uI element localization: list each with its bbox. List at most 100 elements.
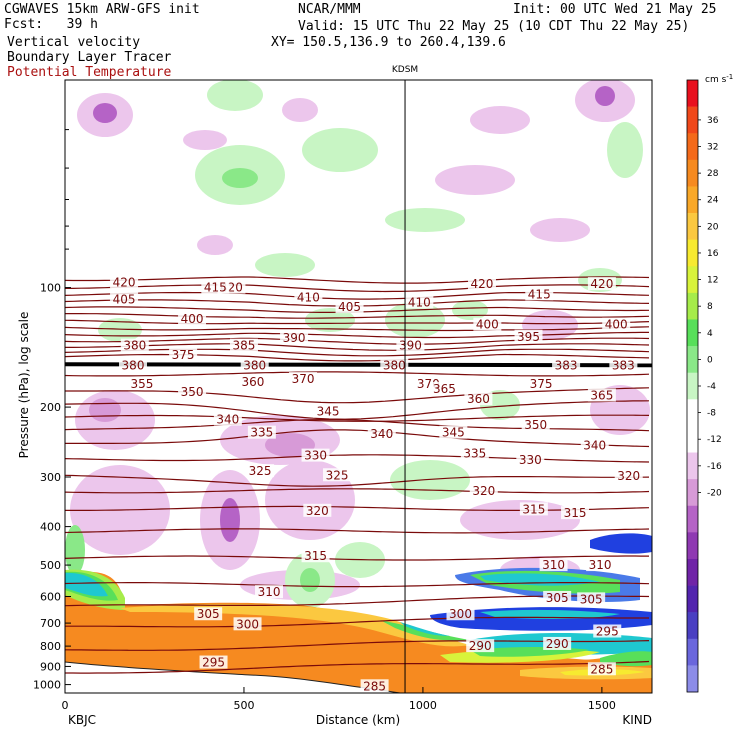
theta-label-bg <box>367 427 396 441</box>
theta-label: 383 <box>555 358 578 372</box>
theta-label-bg <box>240 358 269 372</box>
field-vertical-velocity: Vertical velocity <box>7 35 141 50</box>
colorbar-swatch <box>687 213 698 240</box>
station-mid-label: KDSM <box>392 65 418 75</box>
model-title: CGWAVES 15km ARW-GFS init <box>4 2 200 17</box>
theta-contour-line <box>65 353 650 362</box>
theta-label-bg <box>169 348 198 362</box>
theta-contour-line <box>65 582 650 588</box>
theta-label: 410 <box>297 291 320 305</box>
x-tick-label: 1000 <box>409 699 437 712</box>
theta-label: 305 <box>580 592 603 606</box>
theta-label-bg <box>539 558 568 572</box>
theta-label: 310 <box>589 558 612 572</box>
theta-contour-line <box>65 616 649 628</box>
x-tick-label: 0 <box>62 699 69 712</box>
colorbar-swatch <box>687 266 698 294</box>
shaded-fields <box>65 80 652 693</box>
theta-contours <box>65 276 652 674</box>
theta-label-bg <box>467 277 496 291</box>
colorbar-swatch <box>687 532 698 560</box>
y-tick-label: 800 <box>40 640 61 653</box>
theta-label: 330 <box>304 449 327 463</box>
theta-contour-line <box>65 400 650 420</box>
theta-label: 315 <box>522 502 545 516</box>
x-axis-title: Distance (km) <box>316 713 400 727</box>
theta-label-bg <box>464 392 493 406</box>
theta-contour-line <box>65 419 650 432</box>
x-axis: 0 500 1000 1500 <box>62 687 616 712</box>
theta-label-bg <box>587 277 616 291</box>
colorbar-swatch <box>687 133 698 161</box>
theta-label-bg <box>289 372 318 386</box>
colorbar-swatch <box>687 585 698 613</box>
theta-label: 400 <box>605 318 628 332</box>
theta-label: 285 <box>363 679 386 693</box>
theta-label-bg <box>301 448 330 462</box>
theta-label: 285 <box>590 662 613 676</box>
colorbar-swatch <box>687 638 698 666</box>
theta-label-bg <box>246 464 275 478</box>
theta-label-bg <box>247 425 276 439</box>
theta-contour-line <box>65 348 650 357</box>
theta-label: 380 <box>383 358 406 372</box>
theta-contour-line <box>65 660 650 674</box>
colorbar-swatch <box>687 479 698 507</box>
cross-section-coords: XY= 150.5,136.9 to 260.4,139.6 <box>271 35 506 50</box>
colorbar-swatch <box>687 186 698 214</box>
theta-contour-line <box>65 337 650 345</box>
theta-label: 340 <box>216 413 239 427</box>
theta-label-bg <box>110 292 139 306</box>
theta-label-bg <box>213 412 242 426</box>
theta-label-bg <box>396 338 425 352</box>
theta-label: 370 <box>292 372 315 386</box>
theta-label: 380 <box>122 358 145 372</box>
theta-label-bg <box>194 607 223 621</box>
colorbar-label: 4 <box>707 329 713 339</box>
theta-label: 325 <box>326 468 349 482</box>
theta-label: 360 <box>467 392 490 406</box>
theta-label: 385 <box>233 339 256 353</box>
valid-time: Valid: 15 UTC Thu 22 May 25 (10 CDT Thu … <box>298 19 690 34</box>
colorbar: 36 32 28 24 20 16 12 8 4 0 -4 -8 -12 -16 -20 <box>686 79 722 693</box>
colorbar-swatch <box>687 106 698 134</box>
theta-label: 395 <box>517 330 540 344</box>
theta-label: 335 <box>463 447 486 461</box>
colorbar-label: 28 <box>707 169 719 179</box>
theta-label: 295 <box>202 656 225 670</box>
theta-label-bg <box>201 280 230 294</box>
theta-label-bg <box>178 384 207 398</box>
theta-label: 400 <box>181 312 204 326</box>
field-boundary-tracer: Boundary Layer Tracer <box>7 50 172 65</box>
theta-label-bg <box>543 590 572 604</box>
theta-label: 420 <box>471 277 494 291</box>
theta-contour-line <box>65 505 650 511</box>
theta-label: 365 <box>590 389 613 403</box>
colorbar-units: cm s-1 <box>705 73 733 85</box>
colorbar-label: -12 <box>707 435 722 445</box>
theta-contour-line <box>65 454 650 463</box>
theta-contour-line <box>65 387 650 404</box>
theta-contour-line <box>65 319 650 325</box>
colorbar-swatch <box>687 346 698 373</box>
theta-contour-line <box>65 371 650 377</box>
colorbar-swatch <box>687 425 698 453</box>
theta-label: 355 <box>131 377 154 391</box>
colorbar-label: -8 <box>707 409 716 419</box>
theta-label-bg <box>460 446 489 460</box>
colorbar-swatch <box>687 372 698 400</box>
colorbar-swatch <box>687 239 698 267</box>
theta-label-bg <box>199 655 228 669</box>
colorbar-swatch <box>687 558 698 586</box>
theta-label-bg <box>614 468 643 482</box>
colorbar-label: 8 <box>707 302 713 312</box>
theta-label-bg <box>314 404 343 418</box>
theta-label-bg <box>120 338 149 352</box>
theta-label: 350 <box>181 385 204 399</box>
theta-label-bg <box>473 317 502 331</box>
theta-contour-line <box>65 555 649 561</box>
theta-label-bg <box>466 639 495 653</box>
theta-label-bg <box>360 679 389 693</box>
field-potential-temperature: Potential Temperature <box>7 65 172 80</box>
